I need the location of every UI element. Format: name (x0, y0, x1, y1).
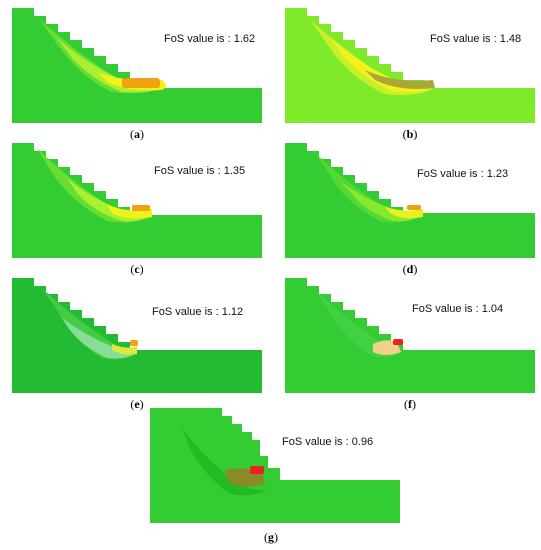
slope-model-f (285, 278, 535, 393)
shear-band-yellow (107, 205, 152, 219)
slope-body (285, 278, 535, 393)
slope-model-d (285, 143, 535, 258)
slope-body (12, 143, 262, 258)
fos-label-b: FoS value is : 1.48 (430, 33, 522, 45)
shear-band-yellow (112, 344, 137, 355)
panel-e: FoS value is : 1.12 (12, 278, 262, 393)
slope-body (12, 8, 262, 123)
shear-core-orange (132, 205, 150, 211)
caption-a: (a) (130, 127, 144, 141)
slope-body (12, 278, 262, 393)
slope-model-e (12, 278, 262, 393)
slope-body (150, 408, 400, 523)
caption-c: (c) (130, 262, 144, 276)
shear-core-olive (365, 70, 435, 89)
slope-model-a (12, 8, 262, 123)
panel-f: FoS value is : 1.04 (285, 278, 535, 393)
slope-model-b (285, 8, 535, 123)
panel-d: FoS value is : 1.23 (285, 143, 535, 258)
slope-model-c (12, 143, 262, 258)
shear-band-yellow (385, 207, 423, 219)
fos-label-c: FoS value is : 1.35 (154, 165, 246, 177)
caption-g: (g) (264, 530, 278, 544)
caption-b: (b) (402, 127, 418, 141)
panel-a: FoS value is : 1.62 (12, 8, 262, 123)
fos-label-e: FoS value is : 1.12 (152, 306, 244, 318)
fos-label-g: FoS value is : 0.96 (282, 436, 374, 448)
shear-core-orange (130, 340, 138, 346)
slope-body (285, 143, 535, 258)
caption-e: (e) (130, 397, 144, 411)
fos-label-d: FoS value is : 1.23 (417, 168, 509, 180)
fos-label-f: FoS value is : 1.04 (412, 303, 504, 315)
shear-core-orange (122, 78, 160, 88)
shear-core-red (393, 339, 403, 345)
slope-model-g (150, 408, 400, 523)
fos-label-a: FoS value is : 1.62 (164, 33, 256, 45)
panel-c: FoS value is : 1.35 (12, 143, 262, 258)
caption-f: (f) (404, 397, 416, 411)
slope-body (285, 8, 535, 123)
panel-b: FoS value is : 1.48 (285, 8, 535, 123)
panel-g: FoS value is : 0.96 (150, 408, 400, 523)
shear-core-red (250, 466, 264, 474)
shear-band-outer (182, 428, 268, 496)
shear-core-orange (407, 205, 421, 210)
caption-d: (d) (402, 262, 418, 276)
